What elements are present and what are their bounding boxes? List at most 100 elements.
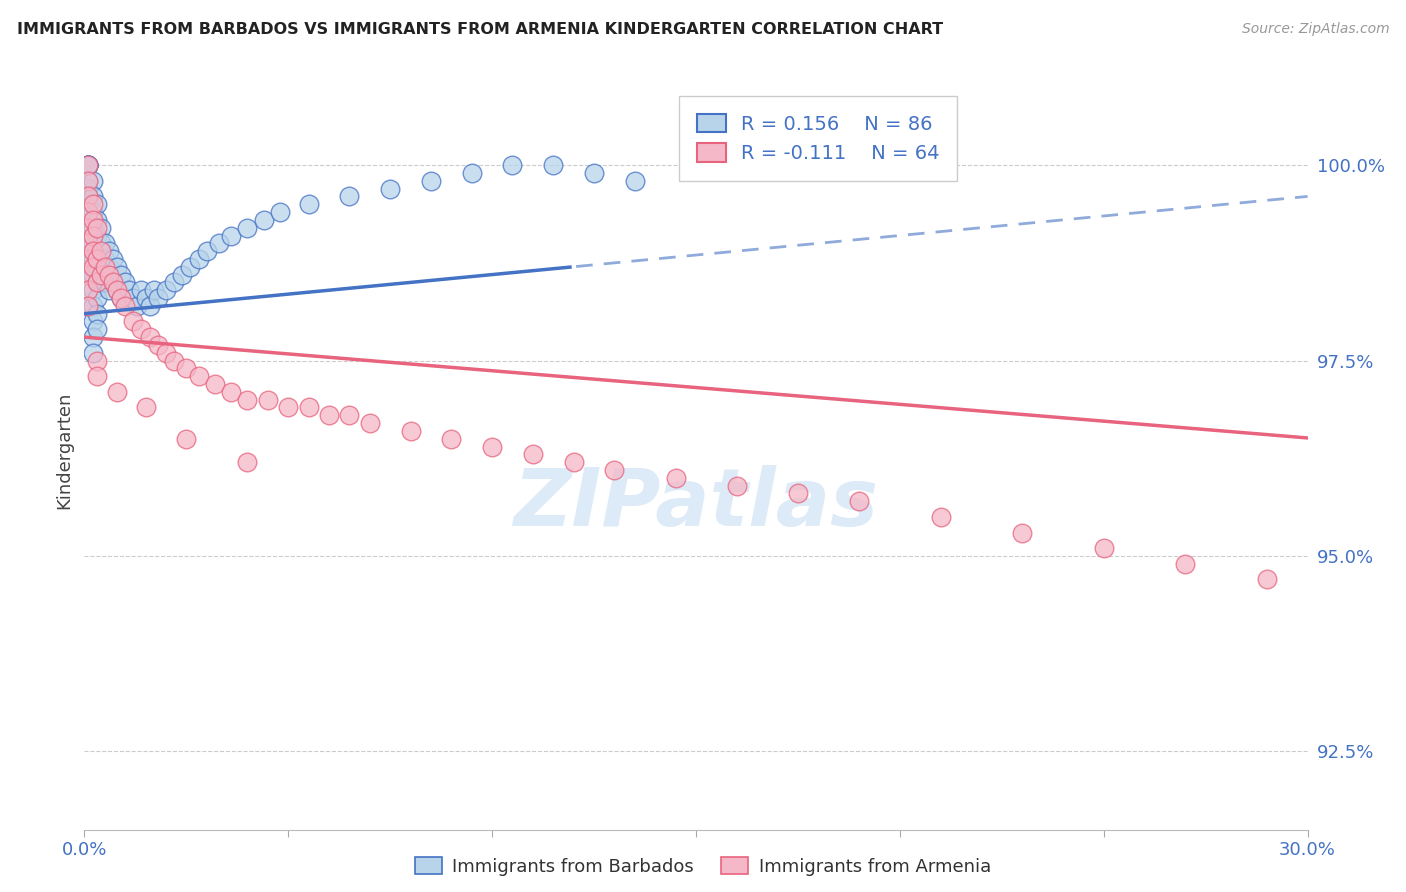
Point: [77, 158, 100, 172]
Point: [77, 205, 100, 219]
Point: [127, 299, 149, 313]
Point: [725, 478, 748, 492]
Point: [929, 509, 952, 524]
Point: [105, 384, 128, 399]
Point: [86, 220, 108, 235]
Point: [86, 322, 108, 336]
Point: [257, 392, 280, 407]
Point: [583, 166, 606, 180]
Point: [101, 276, 124, 290]
Point: [481, 440, 503, 454]
Point: [665, 471, 688, 485]
Point: [86, 353, 108, 368]
Point: [93, 260, 115, 274]
Point: [114, 299, 136, 313]
Point: [77, 299, 100, 313]
Point: [90, 252, 112, 266]
Point: [77, 283, 100, 297]
Point: [77, 158, 100, 172]
Point: [90, 236, 112, 251]
Point: [86, 276, 108, 290]
Point: [82, 283, 104, 297]
Point: [77, 252, 100, 266]
Point: [82, 244, 104, 259]
Point: [86, 197, 108, 211]
Point: [172, 268, 194, 282]
Point: [298, 401, 321, 415]
Y-axis label: Kindergarten: Kindergarten: [55, 392, 73, 509]
Text: Source: ZipAtlas.com: Source: ZipAtlas.com: [1241, 22, 1389, 37]
Point: [86, 212, 108, 227]
Point: [97, 268, 120, 282]
Point: [562, 455, 585, 469]
Point: [522, 447, 544, 461]
Point: [82, 299, 104, 313]
Point: [179, 260, 201, 274]
Point: [603, 463, 626, 477]
Point: [90, 220, 112, 235]
Point: [339, 189, 361, 203]
Point: [77, 260, 100, 274]
Point: [420, 174, 443, 188]
Point: [359, 416, 381, 430]
Point: [86, 252, 108, 266]
Point: [101, 252, 124, 266]
Point: [77, 236, 100, 251]
Point: [82, 345, 104, 359]
Point: [219, 228, 242, 243]
Point: [118, 283, 141, 297]
Point: [77, 181, 100, 195]
Point: [187, 252, 209, 266]
Point: [135, 291, 157, 305]
Point: [110, 291, 132, 305]
Point: [105, 283, 128, 297]
Point: [163, 276, 186, 290]
Point: [82, 174, 104, 188]
Point: [277, 401, 299, 415]
Point: [253, 212, 276, 227]
Point: [77, 174, 100, 188]
Point: [146, 291, 169, 305]
Point: [174, 432, 197, 446]
Point: [787, 486, 810, 500]
Legend: Immigrants from Barbados, Immigrants from Armenia: Immigrants from Barbados, Immigrants fro…: [408, 850, 998, 883]
Point: [82, 314, 104, 328]
Point: [82, 236, 104, 251]
Point: [86, 307, 108, 321]
Point: [131, 322, 153, 336]
Point: [339, 409, 361, 423]
Point: [82, 205, 104, 219]
Point: [82, 268, 104, 282]
Point: [122, 314, 145, 328]
Point: [82, 197, 104, 211]
Point: [1092, 541, 1115, 556]
Point: [269, 205, 291, 219]
Point: [219, 384, 242, 399]
Point: [77, 236, 100, 251]
Point: [131, 283, 153, 297]
Point: [174, 361, 197, 376]
Point: [77, 205, 100, 219]
Point: [77, 189, 100, 203]
Point: [90, 268, 112, 282]
Legend: R = 0.156    N = 86, R = -0.111    N = 64: R = 0.156 N = 86, R = -0.111 N = 64: [679, 96, 957, 181]
Point: [142, 283, 165, 297]
Point: [138, 330, 160, 344]
Point: [90, 276, 112, 290]
Point: [86, 276, 108, 290]
Point: [77, 220, 100, 235]
Point: [138, 299, 160, 313]
Point: [77, 212, 100, 227]
Point: [543, 158, 565, 172]
Point: [82, 252, 104, 266]
Point: [77, 220, 100, 235]
Point: [77, 244, 100, 259]
Point: [135, 401, 157, 415]
Point: [122, 291, 145, 305]
Point: [318, 409, 340, 423]
Point: [77, 283, 100, 297]
Point: [82, 330, 104, 344]
Point: [110, 291, 132, 305]
Point: [77, 158, 100, 172]
Point: [77, 174, 100, 188]
